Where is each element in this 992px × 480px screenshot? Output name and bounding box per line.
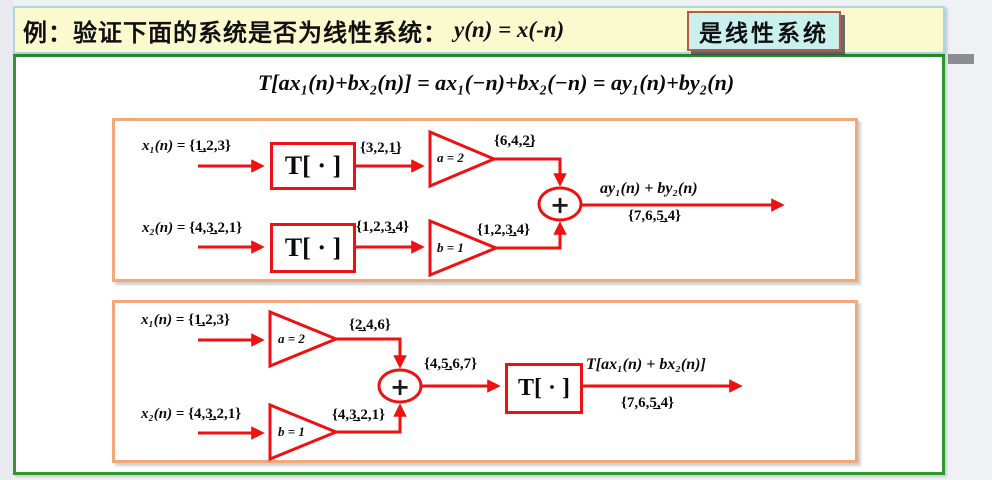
gain-a-label-bottom: a = 2 [278,331,305,346]
system-formula: y(n) = x(-n) [454,17,565,42]
gain-a-label-top: a = 2 [437,150,464,165]
example-title: 例：验证下面的系统是否为线性系统： [23,19,448,47]
gain-b-label-top: b = 1 [437,240,464,255]
t-operator-box-1: T[ · ] [270,142,356,190]
gain-b-label-bottom: b = 1 [278,424,305,439]
background-artifact [948,54,974,64]
x1-input-label-top: x₁(n) = {1̲,2,3} [142,138,231,154]
seq-after-gain-b-top: {1,2,3̲,4} [477,222,531,238]
t-operator-box-3: T[ · ] [505,363,583,414]
title-bar: 例：验证下面的系统是否为线性系统： y(n) = x(-n) 是线性系统 [13,6,945,54]
seq-after-t1: {3,2,1̲} [360,140,402,156]
seq-after-gain-a-top: {6,4,2̲} [494,133,536,149]
linear-system-badge: 是线性系统 [687,11,841,51]
seq-after-gain-a-bottom: {2̲,4,6} [349,317,391,333]
sum-output-expr-top: ay₁(n) + by₂(n) [600,180,698,197]
final-output-seq: {7,6,5̲,4} [621,395,675,411]
x2-input-label-bottom: x₂(n) = {4,3̲,2,1} [141,406,242,422]
x2-input-label-top: x₂(n) = {4,3̲,2,1} [142,220,243,236]
t-operator-box-2: T[ · ] [270,223,356,273]
sum-output-seq-top: {7,6,5̲,4} [628,208,682,224]
sum-seq-bottom: {4,5̲,6,7} [424,356,478,372]
seq-after-t2: {1,2,3̲,4} [356,219,410,235]
seq-after-gain-b-bottom: {4,3̲,2,1} [332,407,386,423]
derivation-formula: T[ax₁(n)+bx₂(n)] = ax₁(−n)+bx₂(−n) = ay₁… [257,70,735,95]
final-output-expr: T[ax₁(n) + bx₂(n)] [586,356,706,373]
x1-input-label-bottom: x₁(n) = {1̲,2,3} [141,312,230,328]
